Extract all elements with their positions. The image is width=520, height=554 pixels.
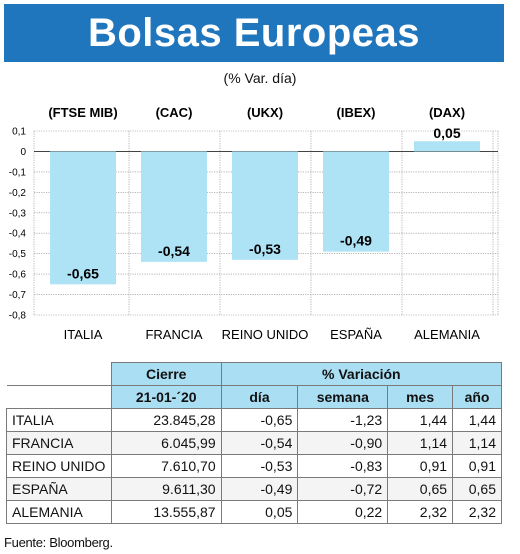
- row-country: ESPAÑA: [6, 477, 112, 501]
- data-label: -0,53: [249, 241, 281, 257]
- row-ano: 1,44: [452, 408, 502, 432]
- bar: [141, 151, 207, 262]
- row-cierre: 9.611,30: [110, 477, 222, 501]
- x-tick-label: ALEMANIA: [414, 327, 480, 342]
- row-ano: 2,32: [452, 500, 502, 524]
- y-tick-label: -0,2: [9, 188, 27, 199]
- row-mes: 0,91: [387, 454, 454, 478]
- header-semana: semana: [297, 385, 389, 409]
- index-label: (CAC): [156, 105, 193, 120]
- table-row: ALEMANIA 13.555,87 0,05 0,22 2,32 2,32: [6, 500, 502, 524]
- row-ano: 0,91: [452, 454, 502, 478]
- row-country: REINO UNIDO: [6, 454, 112, 478]
- table-row: ITALIA 23.845,28 -0,65 -1,23 1,44 1,44: [6, 408, 502, 432]
- data-table: Cierre % Variación 21-01-´20 día semana …: [6, 362, 503, 524]
- header-dia: día: [220, 385, 299, 409]
- table-header-row-2: 21-01-´20 día semana mes año: [6, 385, 502, 409]
- bar-chart-svg: 0,1 0 -0,1 -0,2 -0,3 -0,4 -0,5 -0,6 -0,7 -0,8 -0,6…: [9, 105, 499, 342]
- y-tick-label: -0,5: [9, 249, 27, 260]
- row-semana: -0,72: [297, 477, 389, 501]
- table-row: FRANCIA 6.045,99 -0,54 -0,90 1,14 1,14: [6, 431, 502, 455]
- x-tick-label: REINO UNIDO: [222, 327, 309, 342]
- row-ano: 0,65: [452, 477, 502, 501]
- header-date: 21-01-´20: [110, 385, 222, 409]
- bar: [414, 141, 480, 152]
- data-label: -0,65: [67, 265, 99, 281]
- y-tick-label: 0: [20, 147, 26, 158]
- row-cierre: 7.610,70: [110, 454, 222, 478]
- row-dia: -0,53: [220, 454, 299, 478]
- x-tick-label: ITALIA: [64, 327, 103, 342]
- y-tick-label: -0,4: [9, 229, 27, 240]
- source-note: Fuente: Bloomberg.: [4, 535, 113, 550]
- table-row: REINO UNIDO 7.610,70 -0,53 -0,83 0,91 0,…: [6, 454, 502, 478]
- y-tick-label: -0,3: [9, 208, 27, 219]
- index-label: (UKX): [247, 105, 283, 120]
- row-country: ITALIA: [6, 408, 112, 432]
- index-label: (IBEX): [337, 105, 376, 120]
- data-label: 0,05: [433, 125, 460, 141]
- x-tick-label: ESPAÑA: [330, 327, 382, 342]
- row-dia: 0,05: [220, 500, 299, 524]
- row-country: FRANCIA: [6, 431, 112, 455]
- y-tick-label: -0,8: [9, 311, 27, 322]
- data-label: -0,49: [340, 233, 372, 249]
- row-mes: 1,14: [387, 431, 454, 455]
- x-tick-label: FRANCIA: [145, 327, 202, 342]
- index-label: (DAX): [429, 105, 465, 120]
- row-mes: 2,32: [387, 500, 454, 524]
- row-dia: -0,49: [220, 477, 299, 501]
- bar: [323, 151, 389, 252]
- table-corner: [6, 362, 112, 386]
- row-mes: 1,44: [387, 408, 454, 432]
- bar-chart: 0,1 0 -0,1 -0,2 -0,3 -0,4 -0,5 -0,6 -0,7 -0,8 -0,6…: [4, 95, 504, 351]
- row-semana: -0,90: [297, 431, 389, 455]
- table-header-row-1: Cierre % Variación: [6, 362, 503, 386]
- table-row: ESPAÑA 9.611,30 -0,49 -0,72 0,65 0,65: [6, 477, 502, 501]
- bar: [232, 151, 298, 260]
- y-tick-label: -0,1: [9, 167, 27, 178]
- index-label: (FTSE MIB): [48, 105, 117, 120]
- row-mes: 0,65: [387, 477, 454, 501]
- row-semana: -0,83: [297, 454, 389, 478]
- header-mes: mes: [387, 385, 454, 409]
- header-ano: año: [452, 385, 502, 409]
- y-tick-label: 0,1: [12, 127, 26, 138]
- bar: [50, 151, 116, 285]
- chart-subtitle: (% Var. día): [223, 70, 297, 86]
- header-cierre: Cierre: [110, 362, 222, 386]
- row-dia: -0,54: [220, 431, 299, 455]
- header-variacion: % Variación: [220, 362, 503, 386]
- row-cierre: 6.045,99: [110, 431, 222, 455]
- row-dia: -0,65: [220, 408, 299, 432]
- title-banner: Bolsas Europeas: [4, 4, 504, 62]
- row-ano: 1,14: [452, 431, 502, 455]
- table-corner-2: [6, 385, 112, 409]
- row-semana: -1,23: [297, 408, 389, 432]
- row-cierre: 23.845,28: [110, 408, 222, 432]
- chart-title: Bolsas Europeas: [87, 10, 421, 55]
- data-label: -0,54: [158, 243, 190, 259]
- row-country: ALEMANIA: [6, 500, 112, 524]
- y-tick-label: -0,7: [9, 290, 27, 301]
- row-cierre: 13.555,87: [110, 500, 222, 524]
- y-tick-label: -0,6: [9, 270, 27, 281]
- row-semana: 0,22: [297, 500, 389, 524]
